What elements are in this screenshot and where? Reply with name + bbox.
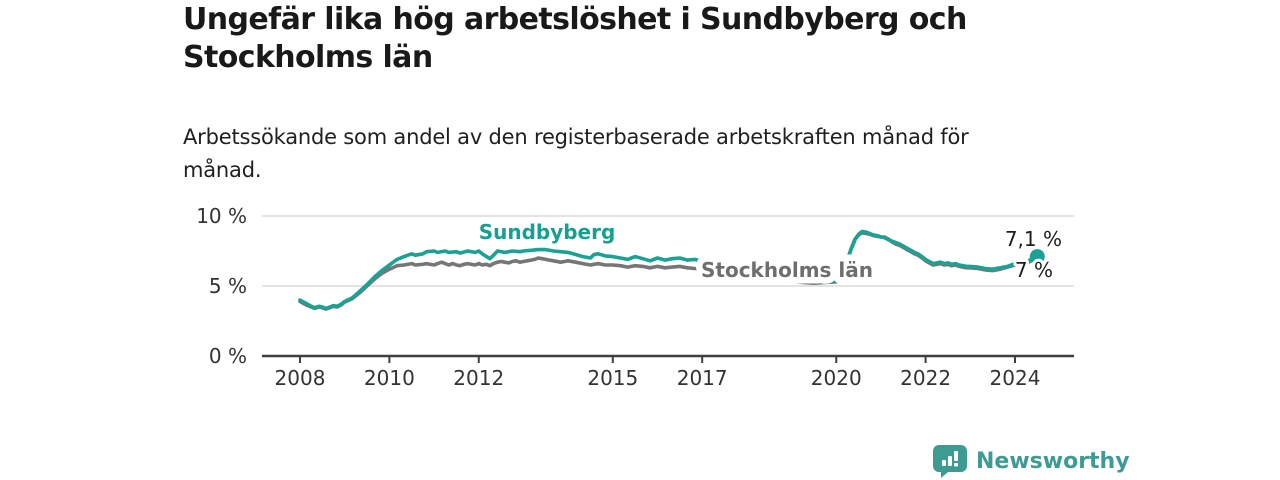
x-axis-tick-label: 2020 xyxy=(811,366,862,390)
series-line-stockholm xyxy=(298,231,1040,311)
series-line-sundbyberg xyxy=(298,229,1040,311)
x-axis-tick-label: 2010 xyxy=(364,366,415,390)
series-lines xyxy=(298,229,1045,311)
series-end-dot-sundbyberg xyxy=(1029,249,1045,265)
x-axis-tick-label: 2024 xyxy=(990,366,1041,390)
chart-subtitle-line-2: månad. xyxy=(183,158,262,182)
axes: 0 % 5 % 10 % 2008 2010 2012 2015 2017 2020 2022 20… xyxy=(196,204,1074,390)
page-title: Ungefär lika hög arbetslöshet i Sundbybe… xyxy=(183,1,967,77)
x-axis-tick-label: 2015 xyxy=(587,366,638,390)
chart-subtitle: Arbetssökande som andel av den registerb… xyxy=(183,121,969,187)
page-title-line-2: Stockholms län xyxy=(183,40,433,75)
newsworthy-logo[interactable]: Newsworthy xyxy=(933,445,1130,478)
y-axis-label: 0 % xyxy=(209,344,247,368)
end-value-label-sundbyberg: 7,1 % xyxy=(1005,227,1062,251)
x-axis-tick-label: 2017 xyxy=(677,366,728,390)
x-axis-tick-label: 2012 xyxy=(453,366,504,390)
page-title-line-1: Ungefär lika hög arbetslöshet i Sundbybe… xyxy=(183,2,967,37)
x-axis-tick-label: 2008 xyxy=(275,366,326,390)
newsworthy-brand-text: Newsworthy xyxy=(976,449,1130,474)
chart-subtitle-line-1: Arbetssökande som andel av den registerb… xyxy=(183,125,969,149)
series-label-stockholm: Stockholms län xyxy=(701,258,873,282)
x-axis-tick-label: 2022 xyxy=(900,366,951,390)
gridlines xyxy=(262,215,1074,287)
y-axis-label: 5 % xyxy=(209,274,247,298)
y-axis-label: 10 % xyxy=(196,204,247,228)
newsworthy-logo-icon xyxy=(933,445,967,478)
end-value-label-stockholm: 7 % xyxy=(1015,258,1053,282)
series-label-sundbyberg: Sundbyberg xyxy=(479,220,616,244)
